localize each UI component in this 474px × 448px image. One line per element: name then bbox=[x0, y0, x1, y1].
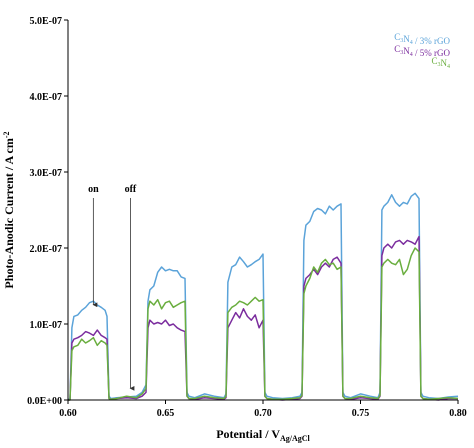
legend-entry-text: N bbox=[403, 46, 410, 56]
series-line-1 bbox=[68, 192, 459, 400]
x-tick-label: 0.70 bbox=[254, 408, 272, 419]
legend-entry-text: 3 bbox=[400, 38, 403, 44]
legend-entry-text: 3 bbox=[400, 50, 403, 56]
legend-entry-text: N bbox=[441, 58, 448, 68]
y-tick-label: 5.0E-07 bbox=[30, 16, 63, 27]
legend-entry-text: 4 bbox=[447, 64, 450, 70]
x-tick-label: 0.60 bbox=[59, 408, 77, 419]
y-axis-title: Photo-Anodic Current / A cm-2 bbox=[2, 131, 16, 288]
y-tick-label: 0.0E+00 bbox=[27, 396, 62, 407]
x-axis-title-sub: Ag/AgCl bbox=[280, 434, 311, 443]
y-tick-label: 4.0E-07 bbox=[30, 92, 63, 103]
y-tick-label: 2.0E-07 bbox=[30, 244, 63, 255]
y-tick-label: 1.0E-07 bbox=[30, 320, 63, 331]
x-axis-title-main: Potential / V bbox=[216, 427, 280, 441]
y-axis-title-sup: -2 bbox=[2, 131, 11, 138]
legend-entry-text: / 3% rGO bbox=[413, 36, 451, 46]
x-tick-label: 0.75 bbox=[352, 408, 370, 419]
legend-entry-text: 4 bbox=[410, 40, 413, 46]
series-layer bbox=[68, 192, 459, 401]
annotation-on: on bbox=[88, 184, 99, 195]
legend-entry-1: C3N4 / 3% rGO bbox=[394, 32, 450, 46]
x-axis-title: Potential / VAg/AgCl bbox=[216, 427, 310, 443]
y-axis-title-main: Photo-Anodic Current / A cm bbox=[2, 138, 16, 288]
ticks-layer: 0.60 0.65 0.70 0.75 0.80 0.0E+00 1.0E-07 2.0E-0… bbox=[27, 16, 467, 419]
x-tick-label: 0.65 bbox=[157, 408, 175, 419]
x-tick-label: 0.80 bbox=[449, 408, 467, 419]
annotation-layer: on off bbox=[88, 184, 137, 391]
legend-entry-3: C3N4 bbox=[431, 56, 450, 70]
legend-entry-text: 4 bbox=[410, 52, 413, 58]
legend-entry-2: C3N4 / 5% rGO bbox=[394, 44, 450, 58]
series-line-3 bbox=[68, 247, 459, 401]
annotation-off: off bbox=[125, 184, 137, 195]
legend-entry-text: 3 bbox=[438, 62, 441, 68]
legend-entry-text: C bbox=[394, 44, 400, 54]
y-tick-label: 3.0E-07 bbox=[30, 168, 63, 179]
legend-entry-text: N bbox=[403, 34, 410, 44]
legend-entry-text: C bbox=[431, 56, 437, 66]
legend-entry-text: C bbox=[394, 32, 400, 42]
legend-entry-text: / 5% rGO bbox=[413, 48, 451, 58]
plot-area: 0.60 0.65 0.70 0.75 0.80 0.0E+00 1.0E-07 2.0E-0… bbox=[27, 16, 467, 419]
